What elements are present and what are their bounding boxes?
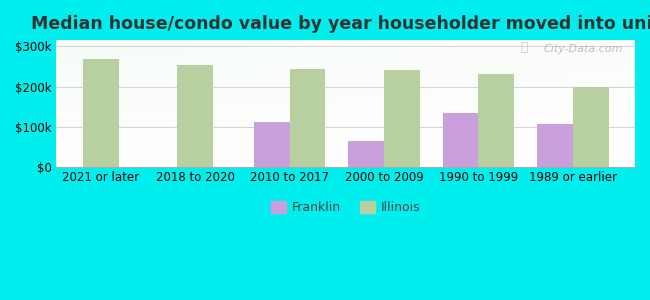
- Text: ⦿: ⦿: [521, 41, 528, 54]
- Text: City-Data.com: City-Data.com: [544, 44, 623, 54]
- Bar: [537, 124, 573, 167]
- Bar: [573, 86, 608, 167]
- Bar: [443, 113, 478, 167]
- Bar: [83, 59, 119, 167]
- Bar: [177, 65, 213, 167]
- Bar: [384, 70, 420, 167]
- Legend: Franklin, Illinois: Franklin, Illinois: [271, 201, 421, 214]
- Title: Median house/condo value by year householder moved into unit: Median house/condo value by year househo…: [31, 15, 650, 33]
- Bar: [348, 141, 384, 167]
- Bar: [289, 69, 326, 167]
- Bar: [478, 74, 514, 167]
- Bar: [254, 122, 289, 167]
